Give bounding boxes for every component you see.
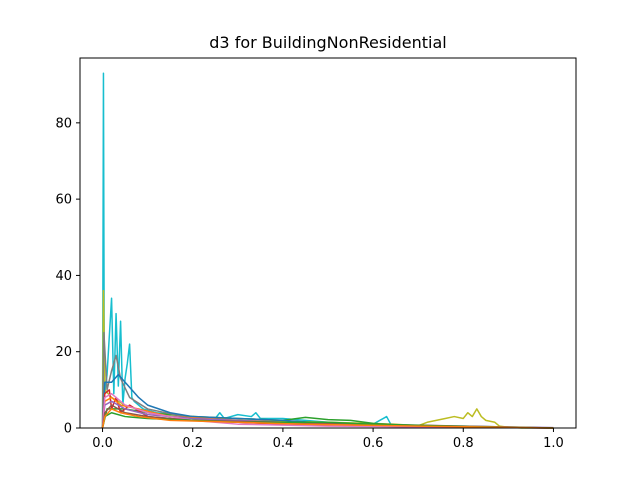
chart-title: d3 for BuildingNonResidential bbox=[209, 33, 446, 52]
series-line-8 bbox=[101, 392, 554, 429]
y-tick-label: 20 bbox=[55, 345, 72, 360]
series-line-11 bbox=[101, 408, 554, 429]
x-tick-label: 0.0 bbox=[92, 436, 113, 451]
x-tick-label: 0.8 bbox=[453, 436, 474, 451]
x-tick-label: 1.0 bbox=[543, 436, 564, 451]
x-tick-label: 0.2 bbox=[182, 436, 203, 451]
y-tick-label: 40 bbox=[55, 269, 72, 284]
y-tick-label: 60 bbox=[55, 193, 72, 208]
x-tick-label: 0.4 bbox=[273, 436, 294, 451]
ticks-layer: 0.0 0.2 0.4 0.6 0.8 1.0 0 20 40 60 80 bbox=[55, 116, 563, 451]
plot-frame bbox=[79, 57, 577, 429]
y-tick-label: 0 bbox=[64, 422, 72, 437]
x-tick-label: 0.6 bbox=[363, 436, 384, 451]
series-layer bbox=[101, 72, 554, 429]
y-tick-label: 80 bbox=[55, 116, 72, 131]
